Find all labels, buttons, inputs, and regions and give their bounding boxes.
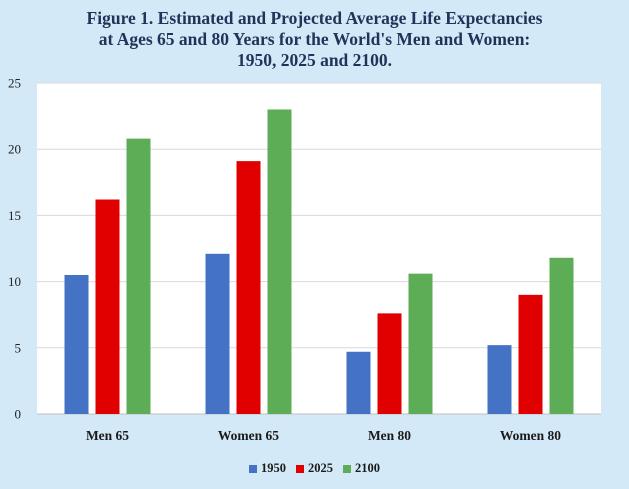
- y-tick-label: 10: [8, 274, 21, 289]
- bar-2100-women-80: [549, 257, 574, 414]
- chart-title-line-2: at Ages 65 and 80 Years for the World's …: [98, 29, 531, 49]
- y-tick-label: 15: [8, 208, 21, 223]
- bar-2025-men-65: [95, 199, 120, 414]
- x-category-label: Men 65: [86, 428, 129, 443]
- bar-2025-men-80: [377, 313, 402, 414]
- legend: 1950 2025 2100: [0, 461, 629, 476]
- legend-label-2025: 2025: [308, 461, 333, 475]
- x-axis-categories: Men 65 Women 65 Men 80 Women 80: [86, 428, 561, 443]
- chart-title-line-3: 1950, 2025 and 2100.: [236, 50, 393, 70]
- y-tick-label: 25: [8, 76, 21, 91]
- legend-swatch-2025: [296, 464, 304, 473]
- legend-swatch-2100: [343, 464, 351, 473]
- legend-item-1950: 1950: [249, 461, 286, 476]
- bar-2100-women-65: [267, 109, 292, 414]
- bar-2100-men-65: [126, 138, 151, 414]
- y-axis-ticks: 0 5 10 15 20 25: [8, 76, 21, 422]
- chart-title-line-1: Figure 1. Estimated and Projected Averag…: [86, 8, 543, 28]
- bar-2100-men-80: [408, 273, 433, 414]
- plot-area: [37, 83, 601, 414]
- y-tick-label: 0: [15, 407, 22, 422]
- bar-1950-men-80: [346, 351, 371, 414]
- bar-2025-women-65: [236, 161, 261, 414]
- y-tick-label: 20: [8, 142, 21, 157]
- chart-title: Figure 1. Estimated and Projected Averag…: [0, 8, 629, 71]
- bar-1950-men-65: [64, 274, 89, 414]
- x-category-label: Women 80: [500, 428, 561, 443]
- x-category-label: Men 80: [368, 428, 411, 443]
- bar-1950-women-80: [487, 345, 512, 414]
- legend-label-1950: 1950: [261, 461, 286, 475]
- bar-2025-women-80: [518, 294, 543, 414]
- legend-item-2025: 2025: [296, 461, 333, 476]
- legend-item-2100: 2100: [343, 461, 380, 476]
- y-tick-label: 5: [15, 340, 22, 355]
- legend-swatch-1950: [249, 464, 257, 473]
- x-category-label: Women 65: [218, 428, 279, 443]
- legend-label-2100: 2100: [355, 461, 380, 475]
- bars: [64, 109, 574, 414]
- bar-1950-women-65: [205, 253, 230, 414]
